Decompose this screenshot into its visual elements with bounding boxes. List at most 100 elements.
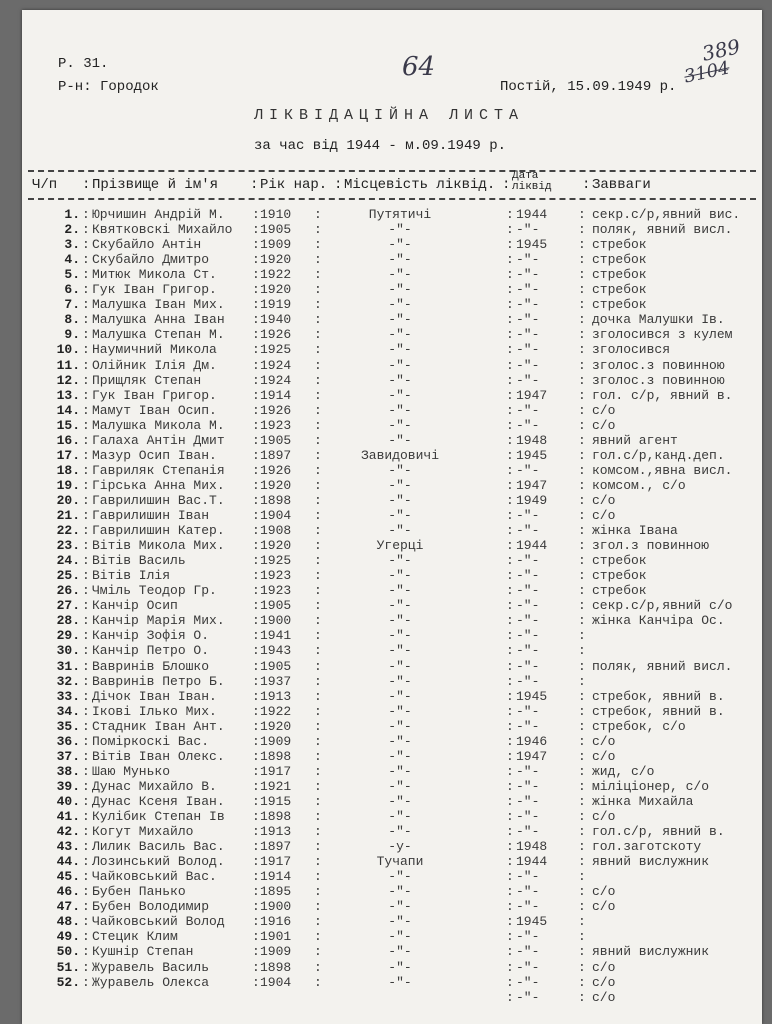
column-separator: : <box>82 237 90 253</box>
column-separator: : <box>82 658 90 674</box>
column-separator: : <box>578 297 586 313</box>
document-title: ЛІКВІДАЦІЙНА ЛИСТА <box>254 107 525 124</box>
fund-number: Р. 31. <box>58 56 109 72</box>
column-separator: : <box>506 869 514 885</box>
column-separator: : <box>506 673 514 689</box>
cell-name: Канчір Петро О. <box>92 643 210 659</box>
cell-birth-year: 1926 <box>260 462 292 478</box>
column-separator: : <box>82 643 90 659</box>
cell-place: -"- <box>388 673 412 689</box>
cell-place: -"- <box>388 222 412 238</box>
column-separator: : <box>314 929 322 945</box>
column-separator: : <box>314 884 322 900</box>
cell-row-number: 15. <box>56 417 80 433</box>
column-separator: : <box>578 568 586 584</box>
cell-date: 1945 <box>516 447 548 463</box>
cell-date: -"- <box>516 643 540 659</box>
cell-date: -"- <box>516 342 540 358</box>
column-separator: : <box>314 417 322 433</box>
column-separator: : <box>506 959 514 975</box>
cell-name: Юрчишин Андрій М. <box>92 207 225 222</box>
column-separator: : <box>252 824 260 840</box>
cell-name: Квятковскі Михайло <box>92 222 233 238</box>
cell-name: Стадник Іван Ант. <box>92 718 225 734</box>
column-separator: : <box>252 357 260 373</box>
cell-birth-year: 1920 <box>260 282 292 298</box>
cell-name: Мамут Іван Осип. <box>92 402 217 418</box>
column-separator: : <box>314 914 322 930</box>
column-separator: : <box>314 432 322 448</box>
column-separator: : <box>82 974 90 990</box>
cell-row-number: 25. <box>56 568 80 584</box>
cell-place: Путятичі <box>368 207 432 222</box>
cell-place: -"- <box>388 417 412 433</box>
cell-birth-year: 1898 <box>260 492 292 508</box>
cell-row-number: 27. <box>56 598 80 614</box>
column-separator: : <box>578 538 586 554</box>
column-separator: : <box>578 854 586 870</box>
cell-birth-year: 1909 <box>260 733 292 749</box>
column-separator: : <box>82 492 90 508</box>
cell-name: Лилик Василь Вас. <box>92 839 225 855</box>
cell-date: -"- <box>516 508 540 523</box>
cell-remark: стребок <box>592 237 647 253</box>
cell-name: Чайковський Волод <box>92 914 225 930</box>
column-separator: : <box>506 282 514 298</box>
cell-place: -"- <box>388 899 412 915</box>
column-separator: : <box>578 944 586 960</box>
cell-row-number: 47. <box>56 899 80 915</box>
cell-date: -"- <box>516 402 540 418</box>
column-separator: : <box>314 793 322 809</box>
column-separator: : <box>314 673 322 689</box>
column-header: Дата ліквід <box>512 170 552 193</box>
column-separator: : <box>506 538 514 554</box>
cell-place: -"- <box>388 809 412 824</box>
column-separator: : <box>334 177 343 193</box>
cell-remark: с/о <box>592 492 616 508</box>
cell-name: Вітів Іван Олекс. <box>92 748 225 764</box>
column-separator: : <box>314 252 322 268</box>
cell-row-number: 24. <box>56 553 80 569</box>
column-separator: : <box>314 854 322 870</box>
column-separator: : <box>506 357 514 373</box>
cell-birth-year: 1920 <box>260 477 292 493</box>
document-subtitle: за час від 1944 - м.09.1949 р. <box>254 138 507 154</box>
cell-place: -"- <box>388 402 412 418</box>
cell-place: -"- <box>388 793 412 809</box>
cell-remark: стребок, с/о <box>592 718 686 734</box>
column-separator: : <box>82 462 90 478</box>
cell-row-number: 28. <box>56 613 80 629</box>
column-separator: : <box>578 914 586 930</box>
cell-date: -"- <box>516 282 540 298</box>
cell-place: -"- <box>388 357 412 373</box>
cell-place: -"- <box>388 869 412 885</box>
cell-name: Гаврилишин Вас.Т. <box>92 492 225 508</box>
column-separator: : <box>506 613 514 629</box>
column-separator: : <box>252 974 260 990</box>
cell-remark: с/о <box>592 989 616 1005</box>
column-separator: : <box>314 974 322 990</box>
column-separator: : <box>82 477 90 493</box>
cell-date: -"- <box>516 267 540 283</box>
column-separator: : <box>506 944 514 960</box>
cell-row-number: 21. <box>56 508 80 523</box>
column-separator: : <box>578 237 586 253</box>
cell-date: -"- <box>516 312 540 328</box>
cell-birth-year: 1908 <box>260 523 292 539</box>
cell-name: Канчір Марія Мих. <box>92 613 225 629</box>
cell-date: -"- <box>516 673 540 689</box>
cell-row-number: 34. <box>56 703 80 719</box>
column-separator: : <box>252 914 260 930</box>
cell-date: -"- <box>516 357 540 373</box>
column-separator: : <box>578 417 586 433</box>
cell-remark: міліціонер, с/о <box>592 778 710 794</box>
column-separator: : <box>252 477 260 493</box>
cell-row-number: 13. <box>56 387 80 403</box>
cell-birth-year: 1941 <box>260 628 292 644</box>
cell-date: -"- <box>516 703 540 719</box>
cell-row-number: 14. <box>56 402 80 418</box>
column-separator: : <box>314 222 322 238</box>
column-separator: : <box>506 628 514 644</box>
cell-place: -"- <box>388 553 412 569</box>
column-separator: : <box>314 387 322 403</box>
